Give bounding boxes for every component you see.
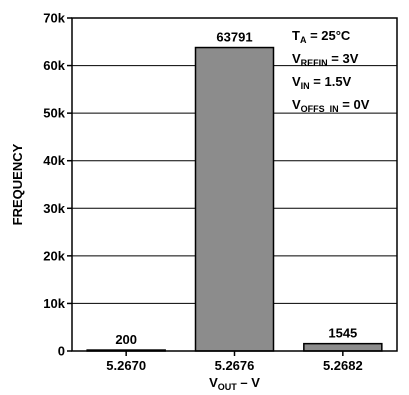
y-tick-label: 0 [58, 344, 65, 359]
annotation-line: TA = 25°C [292, 28, 351, 45]
y-tick-label: 70k [43, 11, 65, 26]
annotation-line: VREFIN = 3V [292, 51, 359, 68]
x-tick-label: 5.2670 [106, 358, 146, 373]
data-label: 200 [115, 332, 137, 347]
data-label: 1545 [328, 326, 357, 341]
annotation-line: VIN = 1.5V [292, 74, 352, 91]
data-labels: 200 63791 1545 [115, 30, 357, 348]
bar-5.2682 [303, 342, 383, 352]
x-tick-label: 5.2676 [215, 358, 255, 373]
conditions-annotation: TA = 25°C VREFIN = 3V VIN = 1.5V VOFFS_IN =… [292, 28, 370, 114]
y-axis-label: FREQUENCY [10, 143, 25, 225]
x-axis-label: VOUT – V [209, 375, 260, 392]
y-tick-label: 20k [43, 248, 65, 263]
y-axis-ticks: 0 10k 20k 30k 40k 50k 60k 70k [43, 11, 72, 359]
y-tick-label: 10k [43, 296, 65, 311]
bar-5.2676 [194, 46, 275, 352]
y-tick-label: 40k [43, 153, 65, 168]
y-tick-label: 60k [43, 58, 65, 73]
bars [86, 46, 383, 352]
annotation-line: VOFFS_IN = 0V [292, 97, 370, 114]
data-label: 63791 [216, 30, 252, 45]
x-tick-label: 5.2682 [323, 358, 363, 373]
y-tick-label: 50k [43, 106, 65, 121]
x-axis-ticks: 5.2670 5.2676 5.2682 [106, 351, 363, 373]
y-tick-label: 30k [43, 201, 65, 216]
